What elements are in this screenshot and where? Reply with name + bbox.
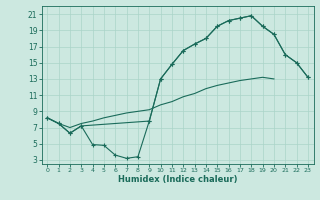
X-axis label: Humidex (Indice chaleur): Humidex (Indice chaleur)	[118, 175, 237, 184]
